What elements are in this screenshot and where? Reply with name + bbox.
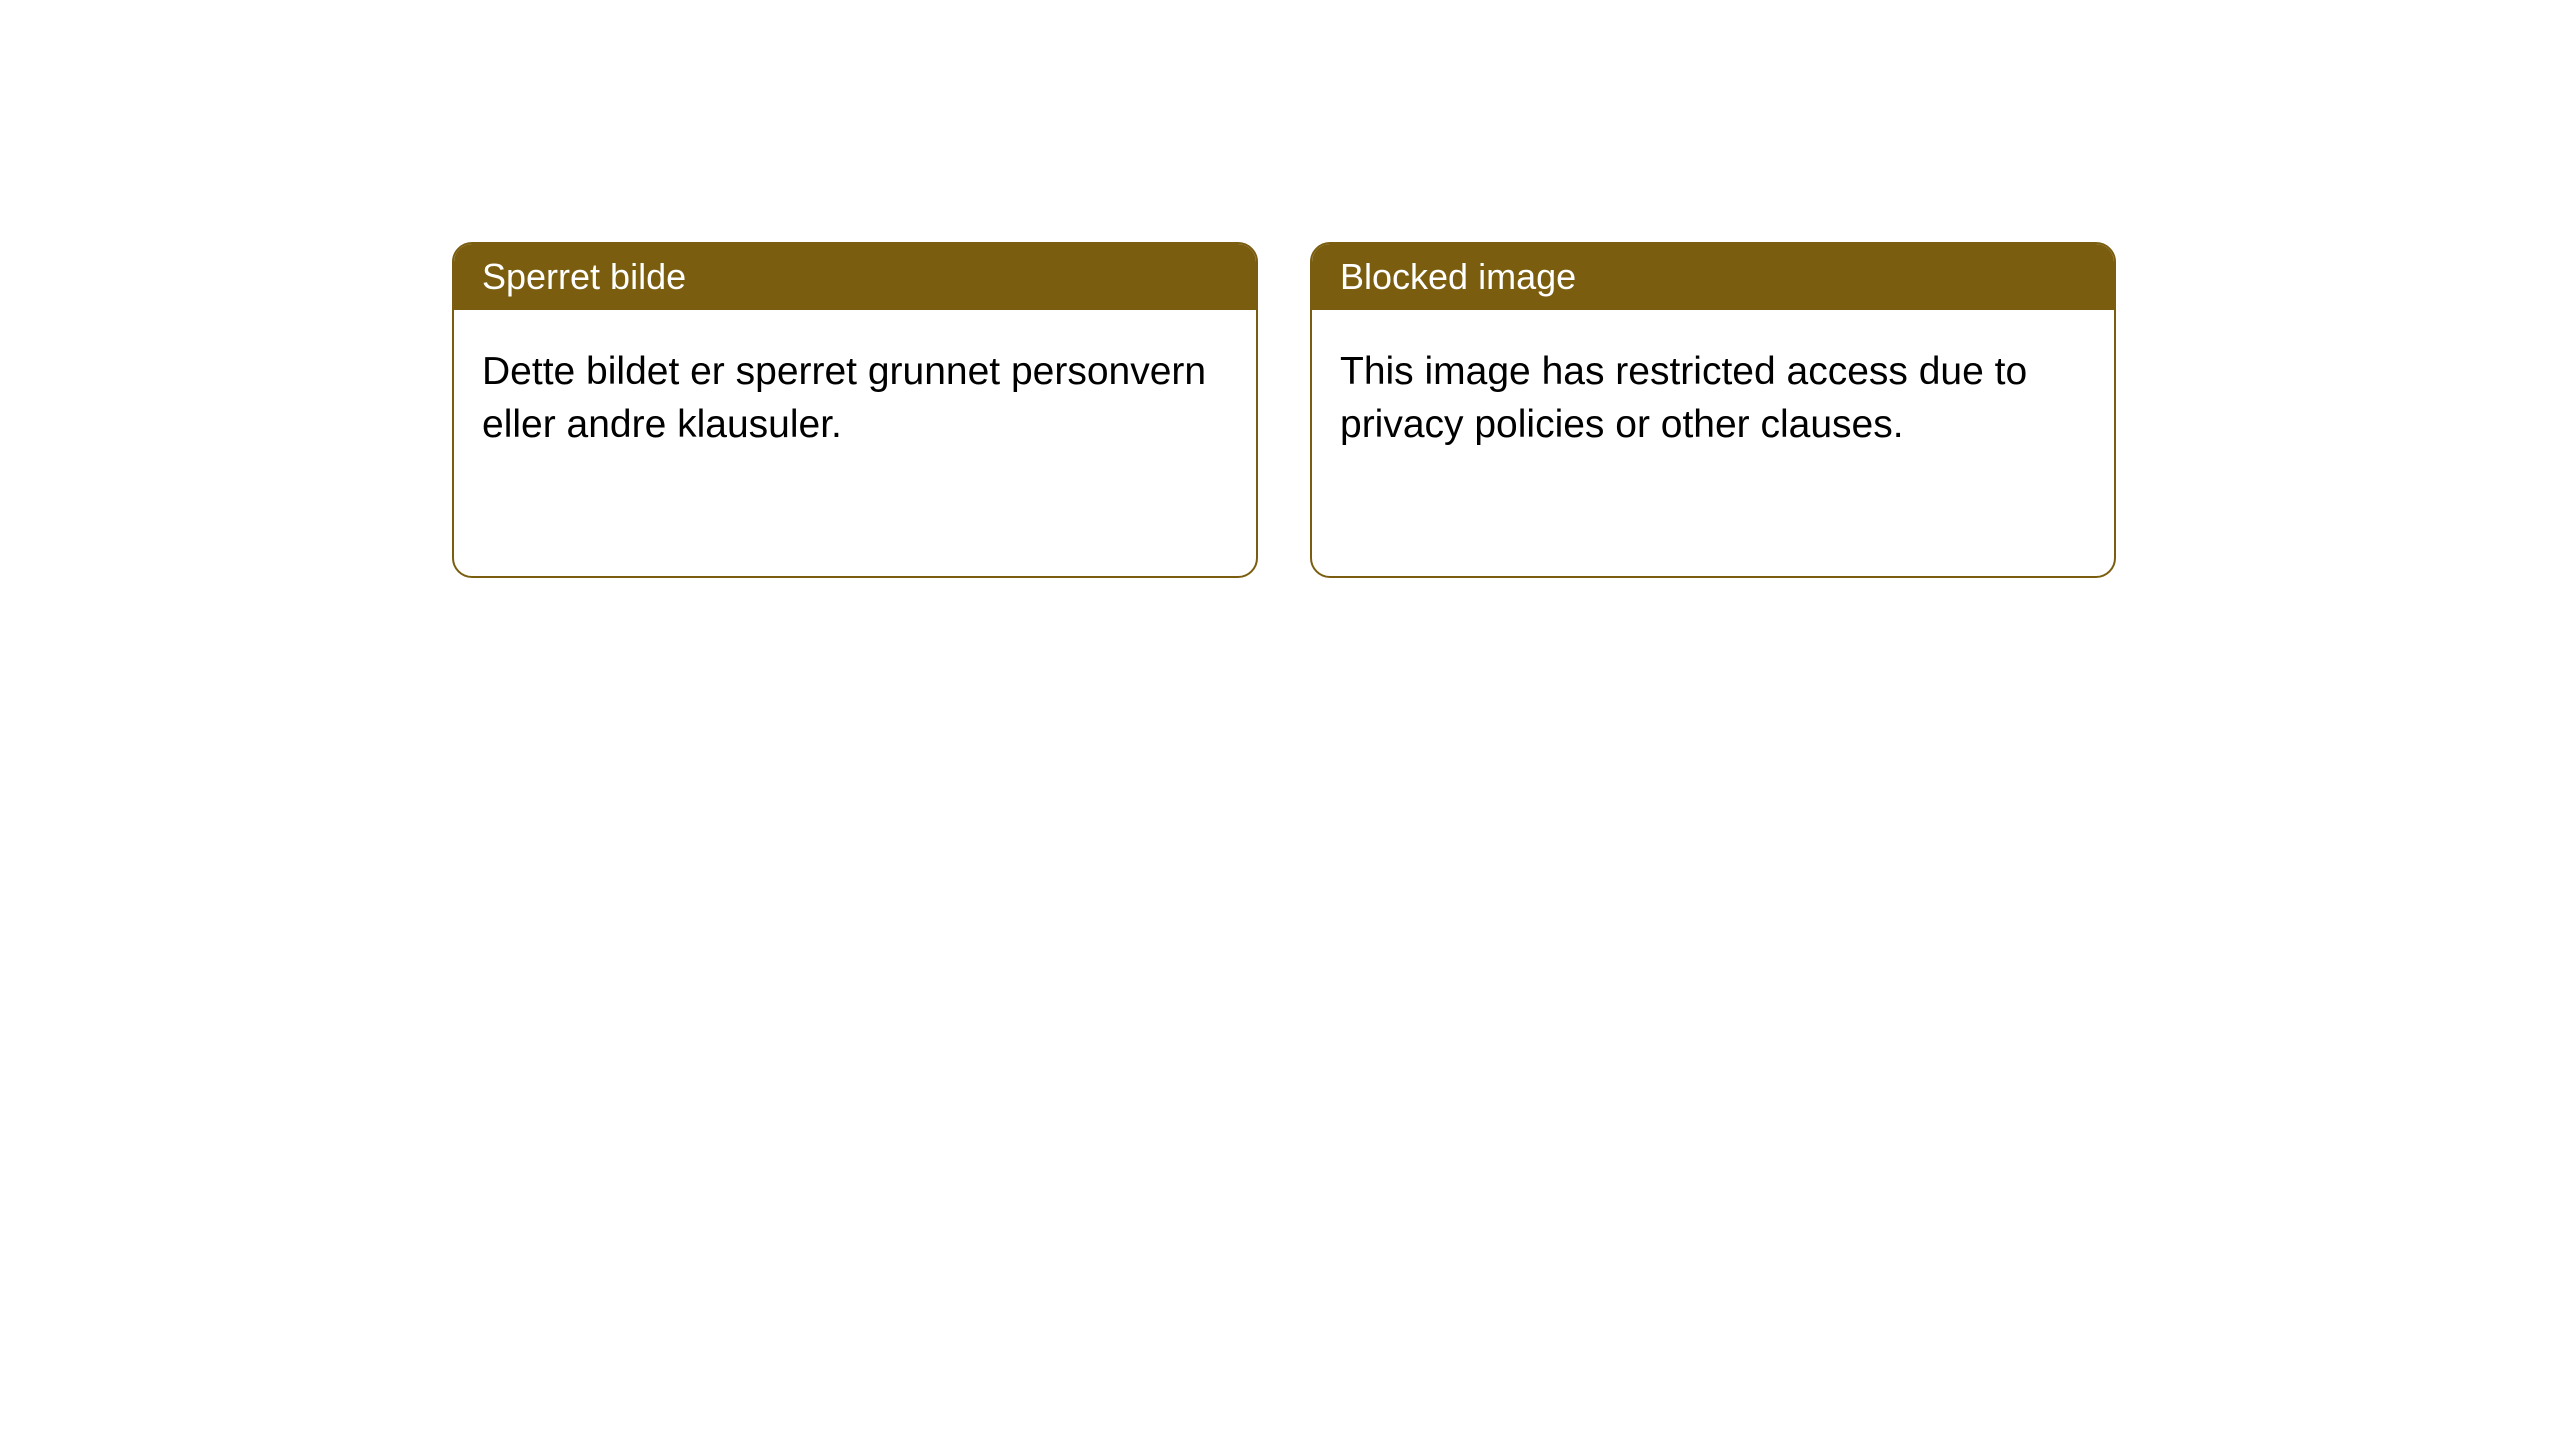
blocked-image-card-norwegian: Sperret bilde Dette bildet er sperret gr… <box>452 242 1258 578</box>
card-body-text: This image has restricted access due to … <box>1340 350 2027 446</box>
blocked-image-cards-container: Sperret bilde Dette bildet er sperret gr… <box>452 242 2560 578</box>
card-header: Sperret bilde <box>454 244 1256 310</box>
card-body: This image has restricted access due to … <box>1312 310 2114 487</box>
card-title: Blocked image <box>1340 256 1576 297</box>
card-body-text: Dette bildet er sperret grunnet personve… <box>482 350 1206 446</box>
card-body: Dette bildet er sperret grunnet personve… <box>454 310 1256 487</box>
card-header: Blocked image <box>1312 244 2114 310</box>
card-title: Sperret bilde <box>482 256 686 297</box>
blocked-image-card-english: Blocked image This image has restricted … <box>1310 242 2116 578</box>
